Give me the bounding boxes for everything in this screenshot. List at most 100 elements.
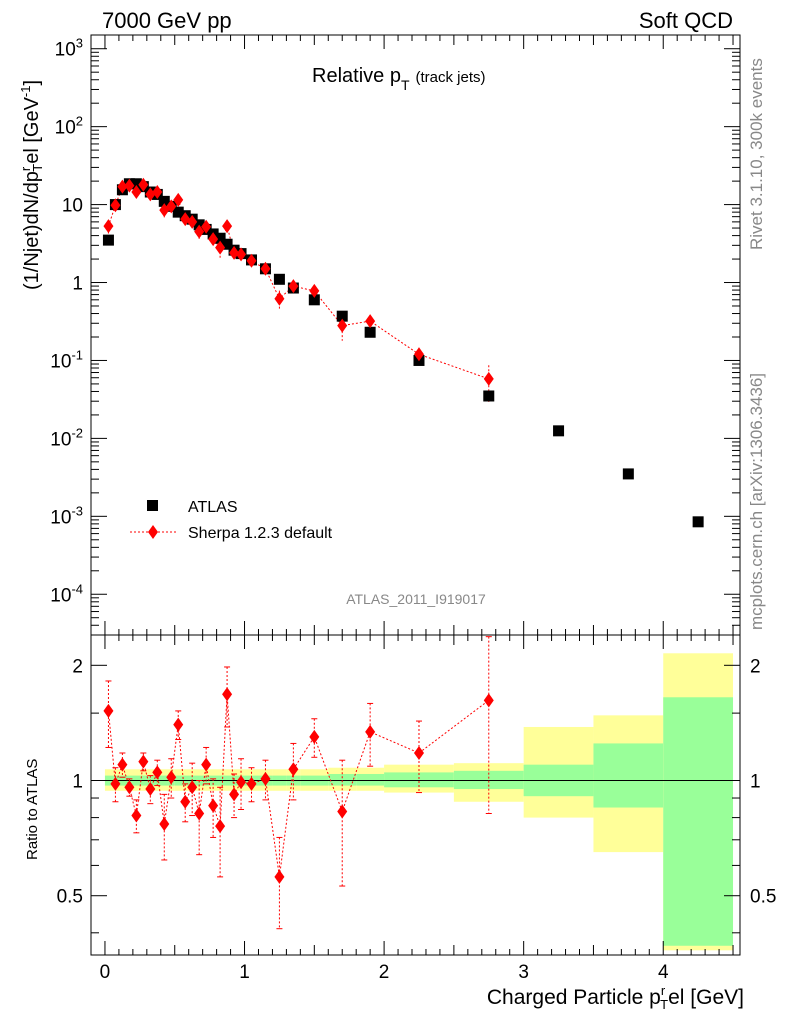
sherpa-point	[166, 199, 177, 214]
band-inner	[663, 697, 734, 946]
sherpa-point	[365, 314, 376, 329]
sherpa-point	[274, 291, 285, 306]
ratio-point	[124, 780, 135, 795]
x-tick-label: 3	[518, 962, 529, 983]
ratio-point	[187, 780, 198, 795]
ratio-point	[131, 808, 142, 823]
analysis-id: ATLAS_2011_I919017	[346, 591, 486, 607]
y-tick-label: 10-3	[50, 503, 83, 528]
atlas-point	[553, 425, 565, 437]
ratio-point	[152, 765, 163, 780]
sherpa-point	[222, 219, 233, 234]
sherpa-point	[194, 224, 205, 239]
band-inner	[384, 772, 454, 788]
legend: ATLAS Sherpa 1.2.3 default	[130, 499, 333, 542]
ratio-point	[110, 776, 121, 791]
ratio-y-tick-label-right: 0.5	[750, 887, 776, 908]
ratio-point	[483, 693, 494, 708]
ratio-point	[180, 794, 191, 809]
plot-title-small: (track jets)	[416, 69, 486, 86]
plot-title: Relative pT (track jets)	[312, 65, 486, 93]
ratio-point	[236, 775, 247, 790]
ratio-y-tick-label: 1	[72, 772, 83, 793]
y-tick-label: 10-1	[50, 347, 83, 372]
legend-atlas-label: ATLAS	[188, 499, 238, 516]
sherpa-point	[337, 318, 348, 333]
ratio-point	[246, 776, 257, 791]
sherpa-point	[138, 177, 149, 192]
sherpa-point	[131, 185, 142, 200]
atlas-point	[102, 234, 114, 246]
sherpa-point	[180, 212, 191, 227]
energy-label: 7000 GeV pp	[102, 8, 232, 33]
legend-sherpa-label: Sherpa 1.2.3 default	[188, 525, 333, 542]
x-tick-label: 0	[100, 962, 111, 983]
main-frame	[90, 34, 741, 636]
ratio-point	[222, 687, 233, 702]
ratio-axis-label: Ratio to ATLAS	[24, 759, 41, 860]
band-inner	[453, 770, 524, 790]
atlas-point	[483, 390, 495, 402]
ratio-point	[365, 724, 376, 739]
ratio-point	[201, 757, 212, 772]
mcplots-label: mcplots.cern.ch [arXiv:1306.3436]	[747, 373, 766, 630]
atlas-point	[308, 294, 320, 306]
ratio-point	[215, 819, 226, 834]
sherpa-point	[152, 185, 163, 200]
sherpa-point	[110, 198, 121, 213]
sherpa-point	[117, 179, 128, 194]
sherpa-point	[260, 261, 271, 276]
main-panel: 10-4 10-3 10-2 10-1 1 10 102 103	[50, 34, 741, 636]
sherpa-point	[145, 187, 156, 202]
y-tick-label: 1	[72, 274, 83, 295]
sherpa-point	[483, 371, 494, 386]
sherpa-point	[309, 283, 320, 298]
atlas-point	[273, 273, 285, 285]
sherpa-point	[288, 279, 299, 294]
sherpa-point	[413, 347, 424, 362]
atlas-point	[130, 178, 142, 190]
ratio-y-tick-label-right: 1	[750, 772, 761, 793]
sherpa-point	[173, 192, 184, 207]
plot-title-sub: T	[401, 77, 410, 93]
ratio-point	[309, 729, 320, 744]
atlas-point	[158, 195, 170, 207]
atlas-point	[692, 516, 704, 528]
ratio-frame	[90, 634, 741, 956]
y-tick-label: 102	[55, 114, 83, 139]
ratio-y-tick-label: 0.5	[57, 887, 83, 908]
ratio-point	[159, 816, 170, 831]
sherpa-point	[236, 247, 247, 262]
x-axis-label: Charged Particle pr Tel [GeV]	[487, 983, 744, 1012]
y-tick-label: 10-4	[50, 581, 83, 606]
atlas-point	[214, 232, 226, 244]
ratio-point	[103, 703, 114, 718]
atlas-point	[221, 238, 233, 250]
sherpa-point	[208, 232, 219, 247]
sherpa-point	[187, 214, 198, 229]
ratio-point	[166, 770, 177, 785]
sherpa-point	[103, 219, 114, 234]
ratio-panel: 0 1 2 3 4 0.5 0.5 1 1 2 2	[57, 634, 776, 983]
x-tick-label: 1	[239, 962, 250, 983]
ratio-point	[173, 717, 184, 732]
sherpa-point	[201, 219, 212, 234]
legend-sherpa-marker	[148, 525, 158, 539]
ratio-point	[145, 782, 156, 797]
ratio-point	[229, 787, 240, 802]
ratio-point	[413, 746, 424, 761]
ratio-point	[274, 869, 285, 884]
atlas-point	[622, 468, 634, 480]
legend-atlas-marker	[147, 500, 158, 511]
sherpa-point	[246, 253, 257, 268]
rivet-label: Rivet 3.1.10, 300k events	[747, 58, 766, 250]
sherpa-point	[215, 240, 226, 255]
sherpa-point	[124, 178, 135, 193]
atlas-point	[364, 326, 376, 338]
x-tick-label: 2	[379, 962, 390, 983]
ratio-point	[194, 806, 205, 821]
ratio-point	[260, 771, 271, 786]
band-inner	[593, 743, 664, 808]
y-tick-label: 103	[55, 36, 83, 61]
